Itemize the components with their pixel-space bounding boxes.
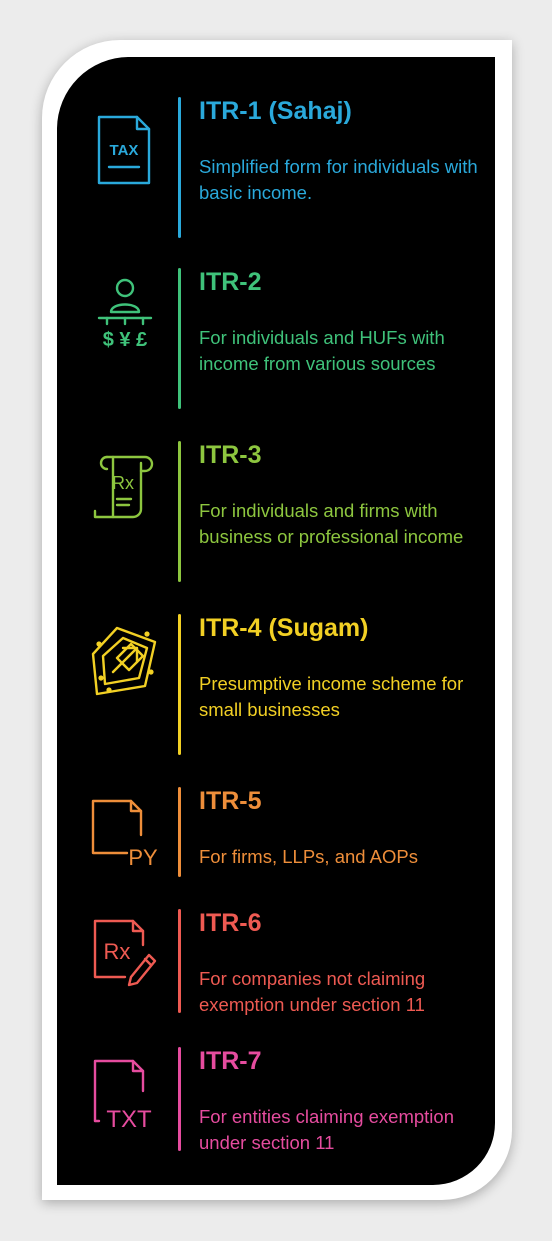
prescription-pen-icon: Rx (87, 915, 163, 991)
itr-7-title: ITR-7 (199, 1047, 262, 1075)
itr-2-accent-bar (178, 268, 181, 409)
itr-3-accent-bar (178, 441, 181, 582)
svg-text:PY: PY (128, 845, 158, 869)
itr-4-accent-bar (178, 614, 181, 755)
svg-text:TAX: TAX (110, 142, 139, 159)
itr-2-description: For individuals and HUFs with income fro… (199, 327, 445, 374)
itr-1-accent-bar (178, 97, 181, 238)
itr-6-accent-bar (178, 909, 181, 1013)
itr-7-accent-bar (178, 1047, 181, 1151)
itr-2-item: $ ¥ £ ITR-2 For individuals and HUFs wit… (57, 268, 495, 413)
svg-text:$ ¥ £: $ ¥ £ (103, 329, 147, 350)
itr-6-title: ITR-6 (199, 909, 262, 937)
itr-6-item: Rx ITR-6 For companies not claiming exem… (57, 909, 495, 1019)
itr-3-item: Rx ITR-3 For individuals and firms with … (57, 441, 495, 586)
itr-4-item: ITR-4 (Sugam) Presumptive income scheme … (57, 614, 495, 759)
txt-file-icon: TXT (87, 1055, 163, 1131)
tax-document-icon: TAX (87, 109, 163, 185)
itr-4-description: Presumptive income scheme for small busi… (199, 673, 464, 720)
itr-5-title: ITR-5 (199, 787, 262, 815)
itr-7-item: TXT ITR-7 For entities claiming exemptio… (57, 1047, 495, 1157)
itr-1-item: TAX ITR-1 (Sahaj) Simplified form for in… (57, 97, 495, 242)
itr-3-description: For individuals and firms with business … (199, 500, 464, 547)
itr-5-accent-bar (178, 787, 181, 877)
prescription-scroll-icon: Rx (87, 447, 163, 523)
itr-1-title: ITR-1 (Sahaj) (199, 97, 352, 125)
svg-text:TXT: TXT (106, 1106, 152, 1131)
itr-5-item: PY ITR-5 For firms, LLPs, and AOPs (57, 787, 495, 882)
expand-arrow-icon (87, 620, 163, 696)
person-currencies-icon: $ ¥ £ (87, 274, 163, 350)
itr-forms-panel: TAX ITR-1 (Sahaj) Simplified form for in… (57, 57, 495, 1185)
itr-6-description: For companies not claiming exemption und… (199, 968, 426, 1015)
itr-2-title: ITR-2 (199, 268, 262, 296)
itr-1-description: Simplified form for individuals with bas… (199, 156, 478, 203)
itr-4-title: ITR-4 (Sugam) (199, 614, 369, 642)
svg-text:Rx: Rx (104, 939, 131, 964)
itr-5-description: For firms, LLPs, and AOPs (199, 846, 418, 867)
itr-3-title: ITR-3 (199, 441, 262, 469)
itr-7-description: For entities claiming exemption under se… (199, 1106, 454, 1153)
svg-text:Rx: Rx (112, 473, 134, 493)
py-file-icon: PY (87, 793, 163, 869)
